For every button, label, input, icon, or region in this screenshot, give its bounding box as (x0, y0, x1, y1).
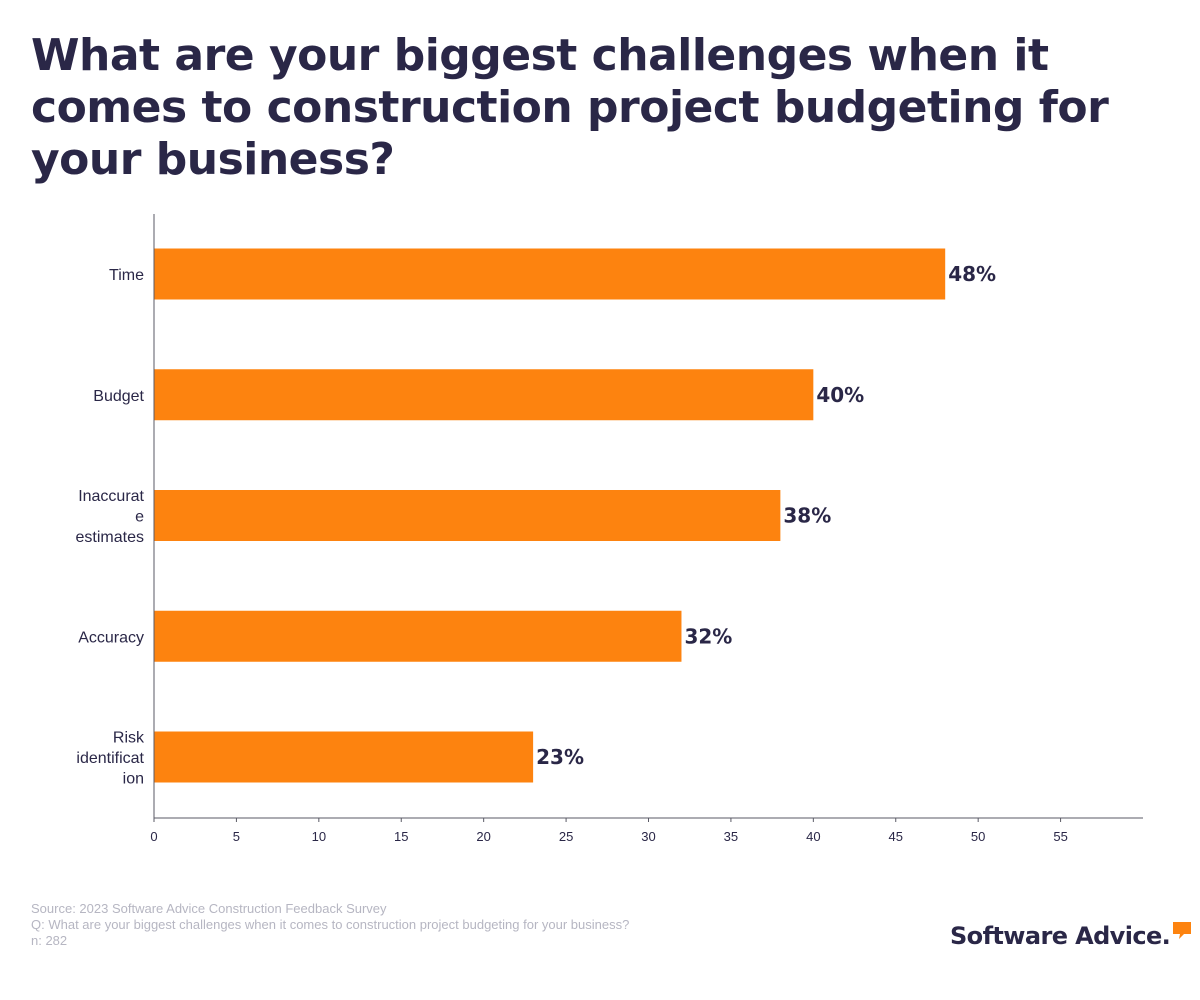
x-tick-label: 35 (724, 829, 738, 844)
x-tick-label: 5 (233, 829, 240, 844)
x-tick-label: 10 (312, 829, 326, 844)
bar-chart: 48% Time 40% Budget 38% Inaccurat e estimates 32… (76, 214, 1143, 844)
x-tick-label: 55 (1053, 829, 1067, 844)
bar (154, 248, 946, 300)
category-label: Inaccurat e estimates (76, 488, 145, 546)
x-tick-label: 0 (150, 829, 157, 844)
x-tick-label: 45 (889, 829, 903, 844)
speech-bubble-icon (1173, 922, 1192, 939)
question-note: Q: What are your biggest challenges when… (31, 917, 630, 932)
value-label: 48% (948, 262, 996, 286)
x-tick-label: 40 (806, 829, 820, 844)
sample-size-note: n: 282 (31, 933, 68, 948)
x-tick-label: 30 (641, 829, 655, 844)
value-label: 32% (684, 624, 732, 648)
category-label: Budget (93, 388, 144, 405)
value-label: 40% (816, 383, 864, 407)
chart-title: What are your biggest challenges when it… (31, 30, 1109, 185)
category-label: Accuracy (78, 629, 144, 646)
x-tick-label: 25 (559, 829, 573, 844)
category-label: Time (109, 267, 144, 284)
labels-layer: 48% Time 40% Budget 38% Inaccurat e estimates 32… (76, 262, 1068, 844)
bar (154, 731, 534, 783)
bars-layer (154, 248, 946, 783)
value-label: 23% (536, 745, 584, 769)
bar (154, 490, 781, 541)
axes-layer (153, 214, 1143, 822)
value-label: 38% (783, 504, 831, 528)
source-note: Source: 2023 Software Advice Constructio… (31, 901, 387, 916)
x-tick-label: 15 (394, 829, 408, 844)
logo-text: Software Advice. (950, 922, 1171, 950)
x-tick-label: 50 (971, 829, 985, 844)
bar (154, 369, 814, 421)
x-tick-label: 20 (476, 829, 490, 844)
software-advice-logo: Software Advice. (950, 920, 1193, 952)
bar (154, 610, 682, 662)
category-label: Risk identificat ion (76, 730, 145, 788)
chart-footer: Source: 2023 Software Advice Constructio… (31, 901, 629, 949)
